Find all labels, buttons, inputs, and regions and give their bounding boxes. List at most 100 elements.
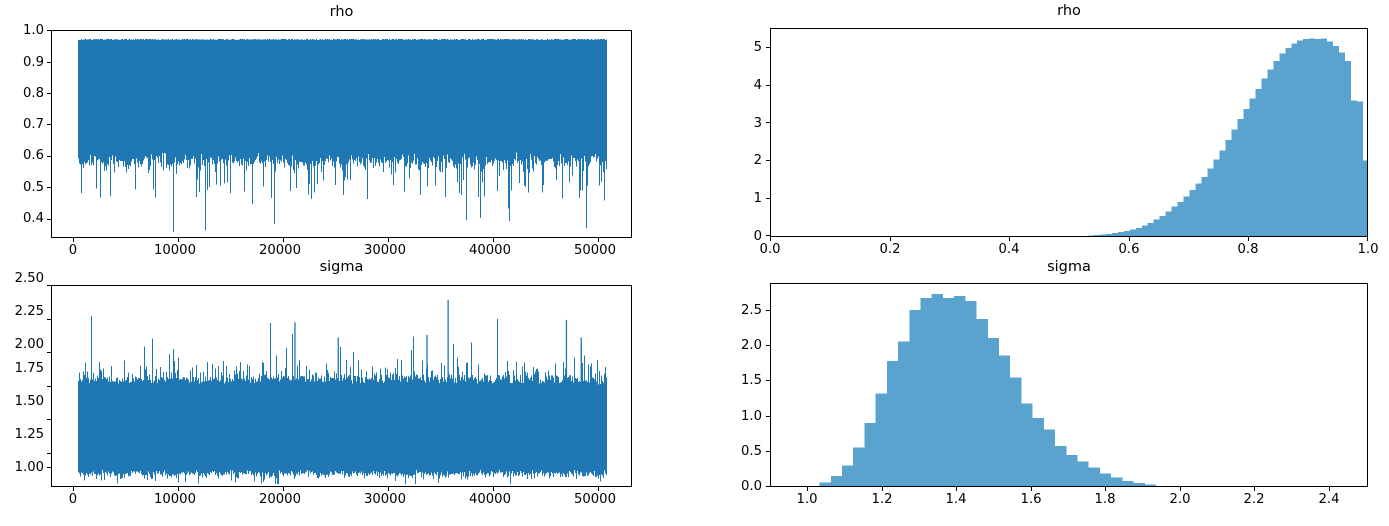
xtick-mark <box>388 487 390 491</box>
xtick-label: 1.0 <box>796 492 818 507</box>
ytick-mark <box>766 345 770 347</box>
xtick-label: 40000 <box>469 492 511 507</box>
ytick-mark <box>766 160 770 162</box>
xtick-label: 1.4 <box>945 492 967 507</box>
ytick-label: 1.50 <box>14 394 44 409</box>
xtick-mark <box>73 487 75 491</box>
xtick-mark <box>283 487 285 491</box>
xtick-mark <box>956 487 958 491</box>
ytick-label: 1.5 <box>741 373 762 388</box>
xtick-mark <box>1009 237 1011 241</box>
xtick-label: 0 <box>68 492 78 507</box>
xtick-mark <box>178 238 180 242</box>
axes-sigma-hist <box>770 283 1368 487</box>
ytick-mark <box>766 486 770 488</box>
ytick-label: 1.0 <box>23 23 44 38</box>
ytick-mark <box>766 122 770 124</box>
ytick-mark <box>766 451 770 453</box>
xtick-mark <box>1105 487 1107 491</box>
xtick-label: 0.0 <box>759 242 781 257</box>
panel-title-rho-trace: rho <box>329 4 354 20</box>
xtick-mark <box>493 238 495 242</box>
ytick-label: 1 <box>753 191 762 206</box>
xtick-label: 20000 <box>259 243 301 258</box>
ytick-mark <box>47 385 51 387</box>
xtick-label: 1.2 <box>871 492 893 507</box>
xtick-mark <box>1328 487 1330 491</box>
ytick-mark <box>47 352 51 354</box>
panel-title-sigma-hist: sigma <box>1047 259 1091 275</box>
ytick-label: 0.0 <box>741 479 762 494</box>
ytick-label: 4 <box>753 78 762 93</box>
ytick-label: 0.5 <box>741 444 762 459</box>
ytick-mark <box>47 30 51 32</box>
ytick-mark <box>47 93 51 95</box>
ytick-mark <box>47 218 51 220</box>
ytick-mark <box>47 124 51 126</box>
ytick-label: 0.6 <box>23 148 44 163</box>
ytick-label: 2.50 <box>14 271 44 286</box>
ytick-label: 0.8 <box>23 86 44 101</box>
ytick-label: 2.0 <box>741 338 762 353</box>
ytick-mark <box>766 47 770 49</box>
ytick-label: 0.7 <box>23 117 44 132</box>
xtick-mark <box>1128 237 1130 241</box>
ytick-mark <box>766 235 770 237</box>
xtick-label: 0 <box>68 243 78 258</box>
xtick-label: 30000 <box>364 492 406 507</box>
xtick-label: 50000 <box>574 492 616 507</box>
xtick-mark <box>73 238 75 242</box>
xtick-label: 0.2 <box>879 242 901 257</box>
ytick-label: 1.00 <box>14 460 44 475</box>
xtick-mark <box>1179 487 1181 491</box>
xtick-label: 50000 <box>574 243 616 258</box>
panel-title-rho-hist: rho <box>1057 3 1081 19</box>
ytick-mark <box>47 61 51 63</box>
xtick-mark <box>807 487 809 491</box>
xtick-mark <box>1254 487 1256 491</box>
ytick-mark <box>47 187 51 189</box>
xtick-label: 2.4 <box>1318 492 1340 507</box>
xtick-label: 0.6 <box>1118 242 1140 257</box>
ytick-label: 0.9 <box>23 55 44 70</box>
rho-hist-bars <box>1087 38 1367 236</box>
xtick-label: 2.2 <box>1243 492 1265 507</box>
ytick-mark <box>47 155 51 157</box>
ytick-label: 0 <box>753 229 762 244</box>
ytick-mark <box>766 310 770 312</box>
axes-sigma-trace <box>51 285 632 487</box>
xtick-label: 10000 <box>154 243 196 258</box>
panel-title-sigma-trace: sigma <box>319 259 364 275</box>
xtick-mark <box>178 487 180 491</box>
xtick-label: 0.8 <box>1237 242 1259 257</box>
xtick-mark <box>881 487 883 491</box>
ytick-mark <box>47 318 51 320</box>
ytick-mark <box>766 380 770 382</box>
xtick-label: 20000 <box>259 492 301 507</box>
ytick-mark <box>47 453 51 455</box>
ytick-label: 2.25 <box>14 304 44 319</box>
sigma-hist-bars <box>819 293 1168 486</box>
xtick-mark <box>493 487 495 491</box>
axes-rho-trace <box>51 30 632 238</box>
xtick-label: 0.4 <box>998 242 1020 257</box>
ytick-label: 2.00 <box>14 337 44 352</box>
ytick-mark <box>766 415 770 417</box>
xtick-label: 30000 <box>364 243 406 258</box>
xtick-label: 10000 <box>154 492 196 507</box>
xtick-mark <box>598 238 600 242</box>
xtick-mark <box>388 238 390 242</box>
ytick-label: 1.0 <box>741 409 762 424</box>
xtick-mark <box>889 237 891 241</box>
ytick-label: 2 <box>753 153 762 168</box>
xtick-mark <box>1248 237 1250 241</box>
ytick-label: 5 <box>753 40 762 55</box>
rho-trace-line <box>77 38 607 232</box>
ytick-mark <box>766 197 770 199</box>
xtick-label: 1.8 <box>1094 492 1116 507</box>
ytick-label: 1.25 <box>14 427 44 442</box>
ytick-label: 1.75 <box>14 361 44 376</box>
ytick-mark <box>47 466 51 468</box>
sigma-trace-line <box>77 299 607 485</box>
